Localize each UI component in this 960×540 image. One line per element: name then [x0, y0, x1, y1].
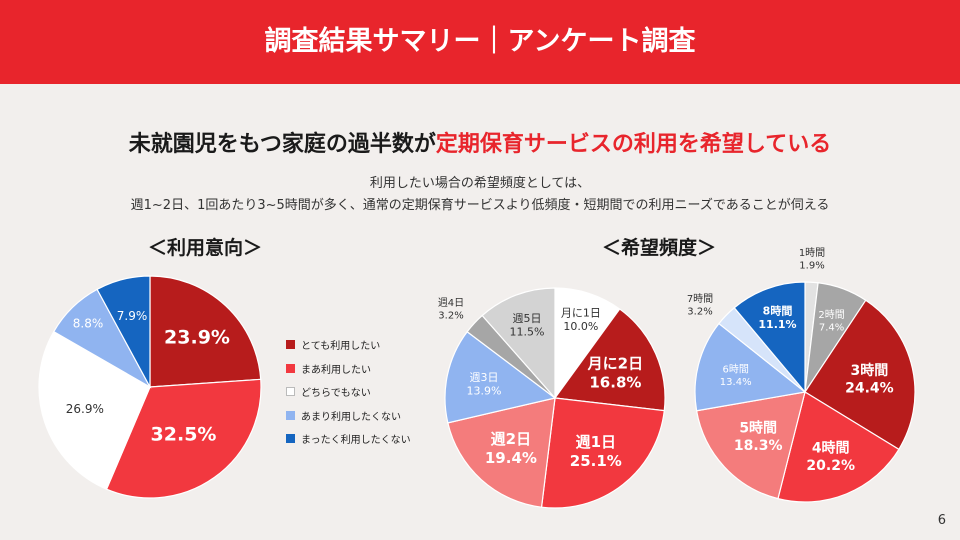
legend-item: とても利用したい [286, 333, 411, 357]
subtext-line1: 利用したい場合の希望頻度としては、 [369, 176, 591, 191]
legend-item: まったく利用したくない [286, 427, 411, 451]
legend-label: まあ利用したい [301, 364, 371, 376]
legend-swatch [286, 363, 295, 373]
pie-label-intent-5: 7.9% [117, 309, 148, 323]
pie-slice-hours-8 [733, 281, 806, 394]
page-title: 調査結果サマリー｜アンケート調査 [264, 26, 696, 57]
pie-label-frequency-7: 週5日 11.5% [510, 312, 545, 339]
pie-slice-frequency-7 [481, 287, 556, 400]
pie-slice-intent-2 [105, 378, 262, 499]
pie-label-hours-8: 8時間 11.1% [758, 304, 796, 332]
pie-label-intent-3: 26.9% [66, 402, 104, 416]
pie-label-intent-1: 23.9% [164, 326, 230, 348]
pie-slice-hours-3 [804, 299, 916, 451]
legend-item: あまり利用したくない [286, 404, 411, 428]
pie-slice-frequency-4 [447, 397, 556, 508]
legend-swatch [286, 387, 295, 397]
pie-label-frequency-5: 週3日 13.9% [467, 371, 502, 398]
page-number: 6 [937, 513, 946, 528]
headline-part1: 未就園児をもつ家庭の過半数が [128, 132, 436, 157]
pie-label-intent-4: 8.8% [73, 317, 104, 331]
legend-label: とても利用したい [301, 341, 381, 353]
pie-slice-hours-4 [777, 391, 900, 503]
pie-frequency: 月に1日 10.0% 月に2日 16.8% 週1日 25.1% 週2日 19.4% 週3日 13.… [438, 287, 666, 509]
pie-slice-hours-6 [694, 322, 807, 412]
pie-slice-frequency-3 [540, 397, 665, 509]
pie-label-hours-2: 2時間 7.4% [818, 309, 844, 334]
pie-hours: 1時間 1.9% 2時間 7.4% 3時間 24.4% 4時間 20.2% 5時間 18.3% 6時… [687, 247, 916, 503]
pie-intent: 23.9% 32.5% 26.9% 8.8% 7.9% [38, 275, 262, 499]
header-bar: 調査結果サマリー｜アンケート調査 [0, 0, 960, 84]
pie-slice-frequency-2 [553, 308, 666, 412]
subtext-line2: 週1~2日、1回あたり3~5時間が多く、通常の定期保育サービスより低頻度・短期間… [130, 198, 830, 213]
pie-slice-intent-1 [149, 275, 262, 388]
intent-legend: とても利用したい まあ利用したい どちらでもないあまり利用したくない まったく利用した… [286, 333, 411, 451]
legend-swatch [286, 340, 295, 350]
section-title-intent: ＜利用意向＞ [148, 237, 263, 259]
section-title-frequency: ＜希望頻度＞ [602, 237, 717, 259]
pie-label-hours-1: 1時間 1.9% [799, 247, 825, 272]
legend-label: まったく利用したくない [301, 435, 411, 447]
pie-label-hours-4: 4時間 20.2% [806, 440, 855, 475]
headline-highlight: 定期保育サービスの利用を希望している [435, 132, 832, 157]
pie-label-hours-5: 5時間 18.3% [734, 420, 783, 455]
legend-label: どちらでもない [301, 388, 371, 400]
pie-slice-frequency-5 [444, 330, 557, 424]
pie-label-hours-3: 3時間 24.4% [845, 362, 894, 397]
pie-label-frequency-6: 週4日 3.2% [438, 297, 464, 322]
legend-label: あまり利用したくない [301, 411, 401, 423]
pie-label-intent-2: 32.5% [151, 424, 217, 446]
pie-label-frequency-4: 週2日 19.4% [485, 430, 537, 467]
legend-swatch [286, 410, 295, 420]
pie-slice-intent-5 [96, 275, 151, 388]
pie-label-hours-6: 6時間 13.4% [720, 363, 752, 388]
pie-label-frequency-2: 月に2日 16.8% [587, 355, 643, 392]
headline: 未就園児をもつ家庭の過半数が定期保育サービスの利用を希望している [0, 126, 960, 158]
pie-label-frequency-3: 週1日 25.1% [570, 433, 622, 470]
pie-label-hours-7: 7時間 3.2% [687, 293, 713, 318]
legend-item: どちらでもない [286, 380, 411, 404]
pie-label-frequency-1: 月に1日 10.0% [561, 306, 601, 333]
legend-item: まあ利用したい [286, 357, 411, 381]
legend-swatch [286, 434, 295, 444]
pie-slice-hours-5 [695, 391, 806, 500]
